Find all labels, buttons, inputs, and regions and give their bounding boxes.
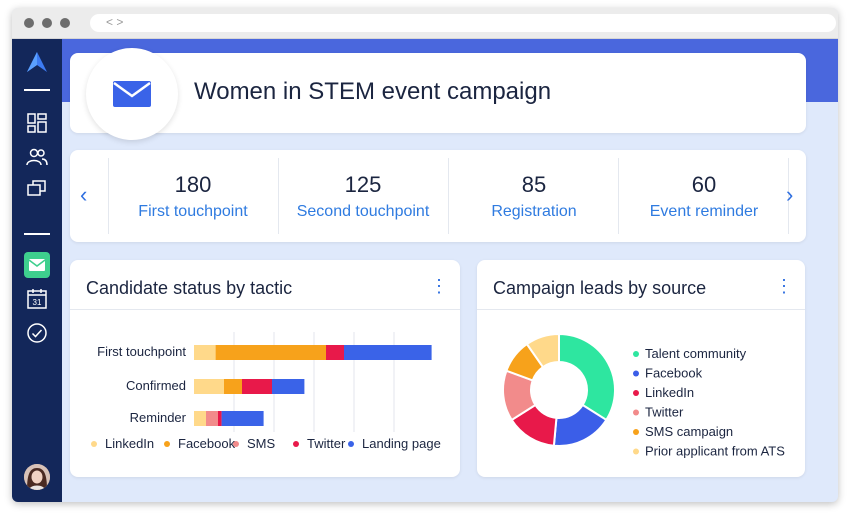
stat-value: 180 xyxy=(174,172,212,197)
stat-value: 125 xyxy=(344,172,382,197)
bar-segment xyxy=(344,345,432,360)
stat-value: 60 xyxy=(691,172,717,197)
bar-segment xyxy=(206,411,218,426)
bar-segment xyxy=(221,411,264,426)
bar-segment xyxy=(218,411,222,426)
app-logo-icon[interactable] xyxy=(26,51,48,73)
legend-dot xyxy=(348,441,354,447)
more-menu-icon[interactable]: ⋮ xyxy=(430,276,448,296)
avatar[interactable] xyxy=(24,464,50,490)
legend-dot xyxy=(633,351,639,357)
campaigns-mail-button[interactable] xyxy=(24,252,50,278)
mail-icon xyxy=(29,259,45,271)
legend-label: Twitter xyxy=(645,405,684,420)
donut-chart: Talent community Facebook LinkedIn Twitter S… xyxy=(502,332,785,459)
legend-label: Landing page xyxy=(362,436,441,451)
bar-segment xyxy=(194,411,206,426)
stat-label[interactable]: First touchpoint xyxy=(138,203,248,220)
browser-chrome: < > xyxy=(12,8,838,39)
stat-divider xyxy=(448,158,449,234)
card-title: Candidate status by tactic xyxy=(86,278,293,298)
card-divider xyxy=(70,309,460,310)
nav-arrows-icon[interactable]: < > xyxy=(106,15,124,29)
stat-registration[interactable]: 85 Registration xyxy=(449,150,619,242)
touchpoint-stats-card: ‹ 180 First touchpoint 125 Second touchp… xyxy=(70,150,806,242)
legend-dot xyxy=(633,409,639,416)
bar-category-label: First touchpoint xyxy=(97,344,186,359)
sidebar-divider xyxy=(24,89,50,91)
legend-label: Prior applicant from ATS xyxy=(645,444,785,459)
sidebar-divider xyxy=(24,233,50,235)
legend-dot xyxy=(164,441,170,447)
legend-label: Twitter xyxy=(307,436,346,451)
url-bar[interactable]: < > xyxy=(90,14,836,32)
legend-label: Facebook xyxy=(178,436,236,451)
stat-label[interactable]: Second touchpoint xyxy=(296,203,430,220)
donut-slice xyxy=(558,332,616,422)
leads-by-source-card: Campaign leads by source ⋮ Talent commun… xyxy=(477,260,805,477)
stat-divider xyxy=(278,158,279,234)
legend-dot xyxy=(633,429,639,435)
bar-segment xyxy=(194,345,216,360)
legend-dot xyxy=(633,370,639,377)
bar-segment xyxy=(242,379,272,394)
user-avatar-icon xyxy=(24,464,50,490)
bar-segment xyxy=(194,379,224,394)
bar-category-label: Confirmed xyxy=(126,378,186,393)
stat-label[interactable]: Event reminder xyxy=(649,203,759,220)
window-control-dot[interactable] xyxy=(24,18,34,28)
stat-first-touchpoint[interactable]: 180 First touchpoint xyxy=(108,150,278,242)
bar-category-label: Reminder xyxy=(130,410,187,425)
stat-divider xyxy=(788,158,789,234)
legend-label: Facebook xyxy=(645,366,703,381)
legend-label: Talent community xyxy=(645,346,747,361)
candidate-status-card: Candidate status by tactic ⋮ First touch… xyxy=(70,260,460,477)
legend-dot xyxy=(91,441,97,447)
stat-label[interactable]: Registration xyxy=(491,203,577,220)
legend-label: SMS campaign xyxy=(645,424,733,439)
legend-label: LinkedIn xyxy=(105,436,154,451)
envelope-icon xyxy=(113,81,151,107)
legend-dot xyxy=(633,390,639,396)
window-control-dot[interactable] xyxy=(60,18,70,28)
stat-divider xyxy=(618,158,619,234)
sidebar: 31 xyxy=(12,39,62,502)
window-control-dot[interactable] xyxy=(42,18,52,28)
campaign-mail-badge xyxy=(86,48,178,140)
stat-second-touchpoint[interactable]: 125 Second touchpoint xyxy=(278,150,448,242)
bar-segment xyxy=(326,345,344,360)
people-icon[interactable] xyxy=(25,145,49,169)
dashboard-icon[interactable] xyxy=(25,111,49,135)
legend-dot xyxy=(633,448,639,455)
stacked-bar-chart: First touchpoint Confirmed Reminder LinkedI… xyxy=(91,332,441,451)
legend-dot xyxy=(233,441,239,447)
page-title: Women in STEM event campaign xyxy=(194,78,552,105)
legend-dot xyxy=(293,441,299,447)
card-divider xyxy=(477,309,805,310)
bar-segment xyxy=(224,379,242,394)
bar-segment xyxy=(272,379,305,394)
donut-slice xyxy=(525,332,560,369)
stat-event-reminder[interactable]: 60 Event reminder xyxy=(619,150,789,242)
svg-text:31: 31 xyxy=(33,298,42,307)
campaign-header-card xyxy=(70,53,806,133)
stat-value: 85 xyxy=(521,172,547,197)
chevron-right-icon[interactable]: › xyxy=(786,182,794,207)
bar-segment xyxy=(215,345,326,360)
legend-label: LinkedIn xyxy=(645,385,694,400)
chevron-left-icon[interactable]: ‹ xyxy=(80,182,88,207)
legend-label: SMS xyxy=(247,436,276,451)
calendar-icon[interactable]: 31 xyxy=(25,287,49,311)
folders-icon[interactable] xyxy=(25,177,49,201)
card-title: Campaign leads by source xyxy=(493,278,707,298)
check-circle-icon[interactable] xyxy=(25,321,49,345)
stat-divider xyxy=(108,158,109,234)
more-menu-icon[interactable]: ⋮ xyxy=(775,276,793,296)
